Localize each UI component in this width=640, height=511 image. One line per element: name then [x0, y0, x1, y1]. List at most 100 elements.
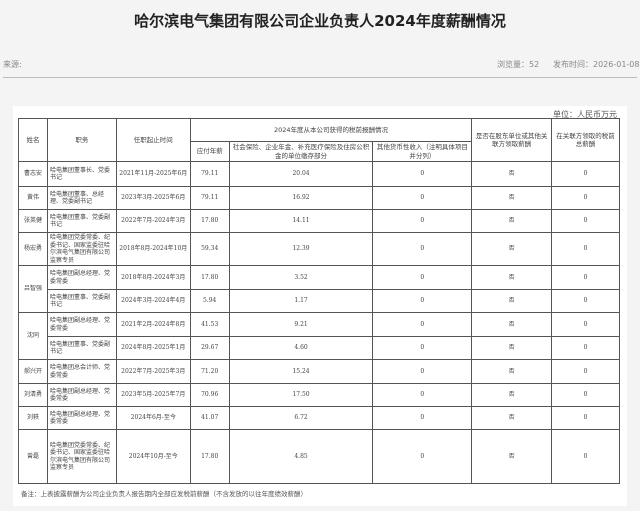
- header-other: 其他货币性收入（注明具体项目并分列）: [372, 141, 473, 162]
- cell-term: 2018年8月-2024年3月: [115, 265, 191, 290]
- unit-label: 单位：人民币万元: [553, 110, 617, 119]
- cell-salary: 59.34: [189, 232, 230, 266]
- cell-position: 哈电集团总会计师、党委常委: [46, 359, 117, 384]
- table-row: 刘轶 哈电集团副总经理、党委常委 2024年6月-至今 41.07 6.72 0 否 0: [18, 406, 620, 430]
- cell-term: 2024年10月-至今: [115, 429, 191, 484]
- cell-position: 哈电集团副总经理、党委常委: [46, 406, 117, 430]
- table-row: 杨宏勇 哈电集团党委常委、纪委书记、国家监委驻哈尔滨电气集团有限公司监察专员 201…: [18, 232, 620, 266]
- cell-name: 曹志安: [18, 161, 48, 187]
- cell-name: 刘轶: [18, 406, 48, 430]
- cell-insurance: 4.60: [228, 336, 374, 360]
- cell-other: 0: [372, 289, 473, 313]
- table-row: 曾磊 哈电集团党委常委、纪委书记、国家监委驻哈尔滨电气集团有限公司监察专员 2024…: [18, 429, 620, 484]
- cell-other: 0: [372, 312, 473, 337]
- cell-other: 0: [372, 161, 473, 187]
- cell-position: 哈电集团董事、党委副书记: [46, 289, 117, 313]
- cell-related: 0: [551, 265, 620, 290]
- table-row: 刘清勇 哈电集团副总经理、党委常委 2023年5月-2025年7月 70.96 17.5…: [18, 383, 620, 407]
- header-insurance: 社会保险、企业年金、补充医疗保险及住房公积金的单位缴存部分: [228, 141, 374, 162]
- header-shareholder: 是否在股东单位或其他关联方领取薪酬: [471, 118, 553, 162]
- cell-position: 哈电集团副总经理、党委常委: [46, 312, 117, 337]
- cell-salary: 71.20: [189, 359, 230, 384]
- cell-insurance: 9.21: [228, 312, 374, 337]
- cell-other: 0: [372, 232, 473, 266]
- cell-other: 0: [372, 406, 473, 430]
- cell-related: 0: [551, 289, 620, 313]
- header-salary: 应付年薪: [189, 141, 230, 162]
- cell-position: 哈电集团董事、总经理、党委副书记: [46, 186, 117, 210]
- cell-insurance: 15.24: [228, 359, 374, 384]
- cell-position: 哈电集团董事、党委副书记: [46, 209, 117, 233]
- table-row: 吕智强 哈电集团副总经理、党委常委 2018年8月-2024年3月 17.80 3.52…: [18, 265, 620, 313]
- cell-insurance: 17.50: [228, 383, 374, 407]
- cell-related: 0: [551, 186, 620, 210]
- cell-salary: 70.96: [189, 383, 230, 407]
- cell-shareholder: 否: [471, 186, 553, 210]
- table-row: 哈电集团董事、党委副书记 2024年8月-2025年1月 29.67 4.60 0 否 0: [19, 336, 620, 360]
- cell-term: 2023年5月-2025年7月: [115, 383, 191, 407]
- cell-related: 0: [551, 429, 620, 484]
- cell-insurance: 6.72: [228, 406, 374, 430]
- cell-related: 0: [551, 232, 620, 266]
- cell-insurance: 16.92: [228, 186, 374, 210]
- cell-other: 0: [372, 336, 473, 360]
- cell-related: 0: [551, 209, 620, 233]
- cell-other: 0: [372, 383, 473, 407]
- cell-other: 0: [372, 186, 473, 210]
- cell-salary: 79.11: [189, 186, 230, 210]
- cell-position: 哈电集团董事长、党委书记: [46, 161, 117, 187]
- header-position: 职务: [46, 118, 117, 162]
- source-label: 来源:: [3, 60, 22, 69]
- cell-term: 2022年7月-2024年3月: [115, 209, 191, 233]
- table-row: 黄伟 哈电集团董事、总经理、党委副书记 2023年3月-2025年6月 79.11 16…: [18, 186, 620, 210]
- cell-name: 沈同: [18, 312, 48, 360]
- cell-related: 0: [551, 312, 620, 337]
- page-title: 哈尔滨电气集团有限公司企业负责人2024年度薪酬情况: [134, 12, 506, 30]
- cell-term: 2024年6月-至今: [115, 406, 191, 430]
- cell-term: 2021年11月-2025年6月: [115, 161, 191, 187]
- cell-insurance: 3.52: [228, 265, 374, 290]
- table-row: 张英健 哈电集团董事、党委副书记 2022年7月-2024年3月 17.80 14.11…: [18, 209, 620, 233]
- cell-other: 0: [372, 359, 473, 384]
- cell-position: 哈电集团董事、党委副书记: [46, 336, 117, 360]
- divider: [3, 77, 637, 78]
- table-row: 曹志安 哈电集团董事长、党委书记 2021年11月-2025年6月 79.11 20.0…: [18, 161, 620, 187]
- header-term: 任职起止时间: [115, 118, 191, 162]
- cell-term: 2024年8月-2025年1月: [115, 336, 191, 360]
- publish-date: 发布时间：2026-01-08: [553, 60, 640, 69]
- cell-related: 0: [551, 406, 620, 430]
- cell-position: 哈电集团副总经理、党委常委: [46, 383, 117, 407]
- cell-other: 0: [372, 209, 473, 233]
- cell-shareholder: 否: [471, 406, 553, 430]
- cell-related: 0: [551, 336, 620, 360]
- cell-name: 吕智强: [18, 265, 48, 313]
- cell-name: 刘清勇: [18, 383, 48, 407]
- cell-position: 哈电集团党委常委、纪委书记、国家监委驻哈尔滨电气集团有限公司监察专员: [46, 429, 117, 484]
- cell-name: 郝兴开: [18, 359, 48, 384]
- cell-term: 2021年2月-2024年8月: [115, 312, 191, 337]
- cell-other: 0: [372, 265, 473, 290]
- cell-term: 2023年3月-2025年6月: [115, 186, 191, 210]
- table-row: 哈电集团董事、党委副书记 2024年3月-2024年4月 5.94 1.17 0 否 0: [19, 289, 620, 313]
- article-content: 单位：人民币万元 姓名 职务 任职起止时间 2024年度从本公司获得的税前报酬情…: [13, 106, 627, 506]
- cell-name: 黄伟: [18, 186, 48, 210]
- cell-insurance: 1.17: [228, 289, 374, 313]
- cell-other: 0: [372, 429, 473, 484]
- cell-shareholder: 否: [471, 336, 553, 360]
- cell-related: 0: [551, 383, 620, 407]
- cell-insurance: 14.11: [228, 209, 374, 233]
- cell-salary: 5.94: [189, 289, 230, 313]
- cell-salary: 17.80: [189, 209, 230, 233]
- view-count: 浏览量：52: [497, 60, 540, 69]
- cell-shareholder: 否: [471, 312, 553, 337]
- cell-salary: 79.11: [189, 161, 230, 187]
- cell-shareholder: 否: [471, 383, 553, 407]
- cell-shareholder: 否: [471, 359, 553, 384]
- cell-shareholder: 否: [471, 209, 553, 233]
- salary-table: 姓名 职务 任职起止时间 2024年度从本公司获得的税前报酬情况 是否在股东单位…: [18, 118, 620, 484]
- header-name: 姓名: [18, 118, 48, 162]
- cell-salary: 41.53: [189, 312, 230, 337]
- footnote: 备注：上表披露薪酬为公司企业负责人报告期内全部应发税前薪酬（不含发放的以往年度绩…: [21, 490, 307, 498]
- cell-insurance: 12.39: [228, 232, 374, 266]
- header-group: 2024年度从本公司获得的税前报酬情况: [189, 118, 473, 142]
